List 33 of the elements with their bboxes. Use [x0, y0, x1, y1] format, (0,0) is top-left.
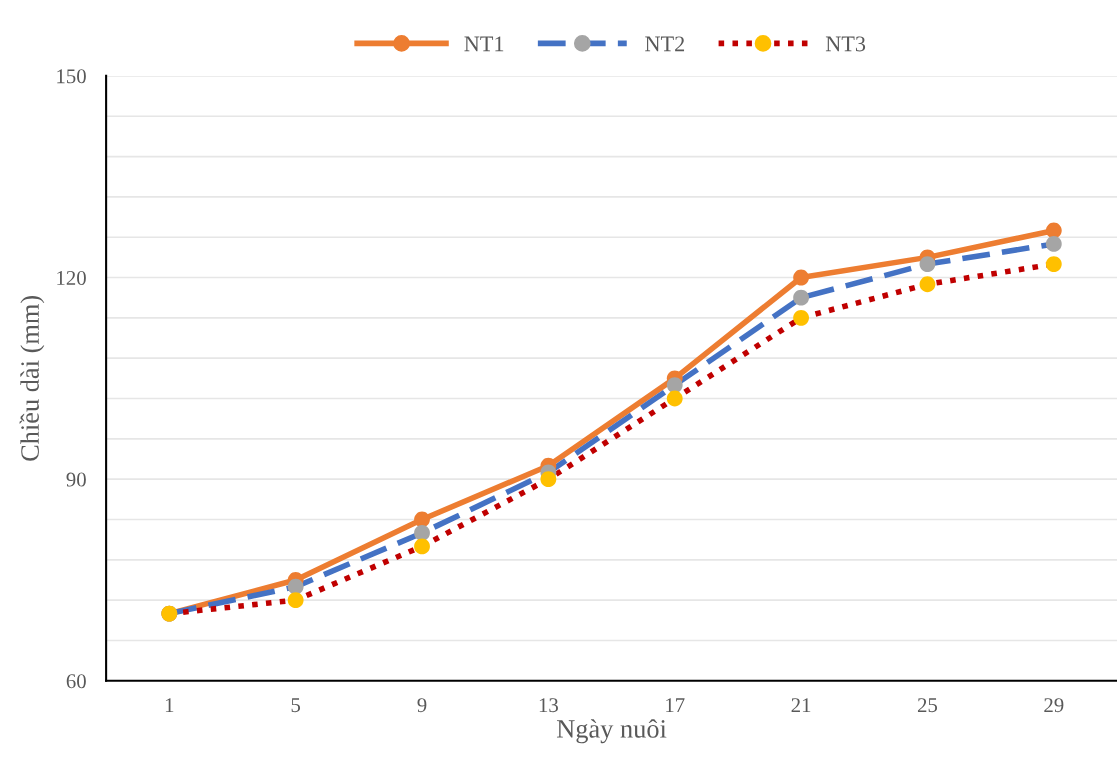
x-tick-label: 17 — [666, 698, 685, 712]
x-tick-label: 1 — [165, 698, 174, 712]
x-tick-label: 13 — [539, 698, 558, 713]
point — [414, 511, 430, 528]
x-tick-label: 21 — [791, 698, 811, 712]
point — [1045, 222, 1062, 239]
point — [1045, 256, 1062, 273]
point — [414, 538, 430, 555]
x-tick-label: 25 — [917, 698, 938, 713]
legend-label: NT1 — [464, 36, 504, 52]
point — [666, 390, 683, 407]
point — [666, 377, 683, 393]
point — [793, 309, 810, 326]
legend-label: NT3 — [825, 36, 866, 52]
x-axis-title: Ngày nuôi — [556, 719, 667, 744]
x-tick-label: 9 — [417, 698, 427, 713]
point — [793, 269, 810, 286]
y-tick-label: 90 — [66, 472, 86, 487]
x-tick-label: 29 — [1044, 698, 1064, 713]
point — [287, 592, 304, 609]
y-tick-label: 120 — [57, 270, 86, 285]
point — [1045, 236, 1062, 252]
y-axis-title: Chiều dài (mm) — [19, 295, 45, 461]
point — [414, 525, 430, 541]
y-tick-label: 60 — [66, 674, 86, 689]
point — [287, 578, 304, 595]
point — [919, 276, 936, 293]
point — [793, 289, 810, 306]
point — [919, 256, 936, 273]
point — [540, 471, 557, 488]
x-tick-label: 5 — [291, 698, 301, 713]
legend-label: NT2 — [645, 36, 685, 52]
y-tick-label: 150 — [57, 69, 86, 84]
